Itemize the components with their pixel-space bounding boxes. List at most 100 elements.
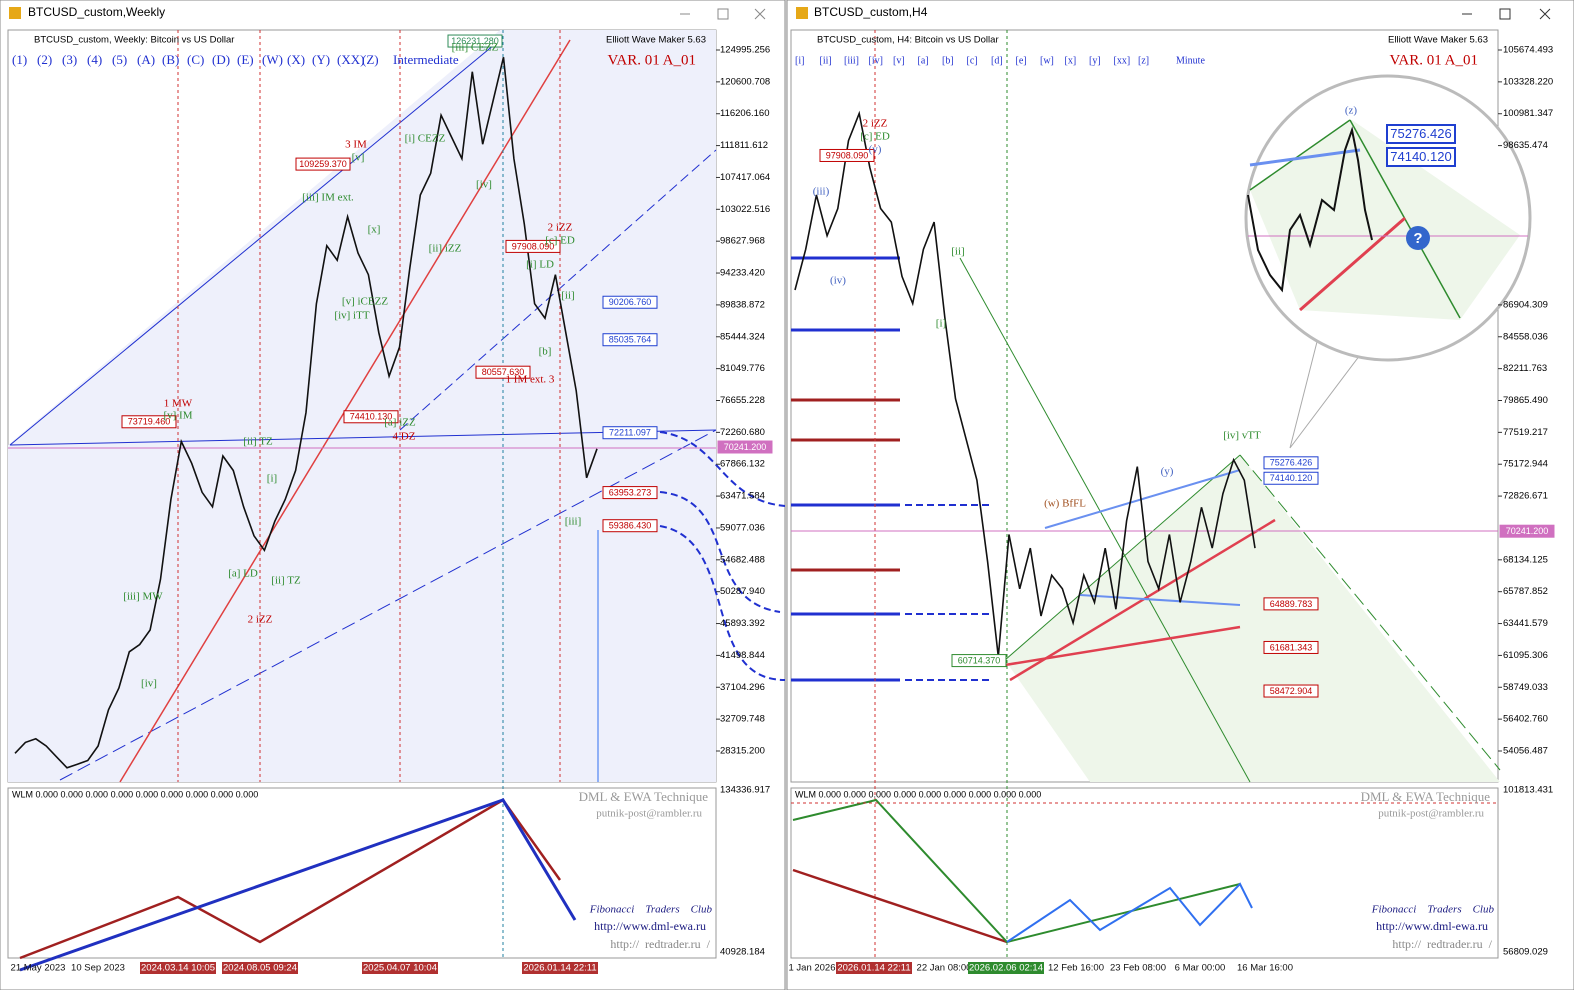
price-label-box — [447, 34, 503, 48]
y-tick-label: 75172.944 — [1503, 459, 1548, 470]
wave-button[interactable]: [z] — [1138, 55, 1149, 66]
wlm-line — [19, 798, 562, 960]
wave-button[interactable]: [ii] — [820, 55, 832, 66]
time-label: 2026.01.14 22:11 — [837, 963, 910, 974]
wave-label: (z) — [1345, 105, 1358, 117]
maximize[interactable] — [717, 8, 729, 20]
price-label: 61681.343 — [1270, 642, 1313, 652]
close[interactable] — [1539, 8, 1551, 20]
time-label-box — [222, 962, 298, 974]
bubble-label-box — [1386, 124, 1456, 144]
watermark: http:// redtrader.ru / — [610, 937, 710, 951]
wave-button[interactable]: (2) — [37, 52, 52, 67]
wave-button[interactable]: [v] — [893, 55, 905, 66]
y-tick-label: 61095.306 — [1503, 650, 1548, 661]
wave-button[interactable]: (W) — [262, 52, 283, 67]
ewm-label: Elliott Wave Maker 5.63 — [1388, 35, 1488, 46]
arrow — [659, 491, 781, 613]
y-tick-label: 100981.347 — [1503, 108, 1553, 119]
wave-button[interactable]: (XX) — [337, 52, 364, 67]
drawings: ? — [8, 30, 1532, 972]
wave-label: [ii] — [951, 246, 964, 258]
wave-button[interactable]: (Y) — [312, 52, 330, 67]
wave-button[interactable]: (E) — [237, 52, 254, 67]
wave-button[interactable]: (A) — [137, 52, 155, 67]
price-label-box — [1263, 640, 1319, 654]
wave-label: [c] ED — [545, 235, 575, 247]
trend-line — [59, 429, 717, 781]
wave-button[interactable]: [xx] — [1114, 55, 1131, 66]
wave-label: [iii] IM ext. — [302, 192, 354, 204]
price-label-box — [295, 157, 351, 171]
y-tick-label: 84558.036 — [1503, 331, 1548, 342]
wave-button[interactable]: [iii] — [844, 55, 859, 66]
pitchfork — [1239, 454, 1501, 771]
wave-button[interactable]: [d] — [991, 55, 1003, 66]
pitchfork-shade — [1005, 455, 1500, 782]
wave-label: [v] — [352, 152, 365, 164]
wave-label: [a] iZZ — [384, 417, 416, 429]
y-tick-label: 56402.760 — [1503, 714, 1548, 725]
wave-label: [iii] CEZZ — [452, 42, 499, 54]
price-label: 126231.280 — [451, 36, 499, 46]
wave-button[interactable]: [e] — [1016, 55, 1027, 66]
wave-button[interactable]: [iv] — [869, 55, 883, 66]
wave-label: (y) — [1161, 466, 1174, 478]
chart-header: BTCUSD_custom, Weekly: Bitcoin vs US Dol… — [34, 35, 234, 46]
y-tick-label: 54682.488 — [720, 554, 765, 565]
wave-label: 1 IM ext. 3 — [506, 374, 555, 386]
wave-label: (w) BfFL — [1044, 498, 1086, 510]
wave-button[interactable]: [c] — [967, 55, 978, 66]
price-label-box — [1263, 456, 1319, 470]
y-tick-label: 98635.474 — [1503, 140, 1548, 151]
wave-button[interactable]: [x] — [1065, 55, 1077, 66]
wlm-line — [792, 868, 1008, 944]
wave-button[interactable]: (3) — [62, 52, 77, 67]
wave-label: [ii] TZ — [271, 575, 301, 587]
variant-label: VAR. 01 A_01 — [608, 52, 697, 68]
time-label: 21 May 2023 — [11, 963, 66, 974]
wave-label: [iv] — [476, 179, 492, 191]
left-indicator-pane — [7, 787, 717, 959]
price-label: 60714.370 — [958, 655, 1001, 665]
wave-label: [iv] — [141, 678, 157, 690]
time-label: 22 Jan 08:00 — [917, 963, 972, 974]
wave-button[interactable]: [a] — [918, 55, 929, 66]
y-tick-label: 32709.748 — [720, 714, 765, 725]
watermark: http:// redtrader.ru / — [1392, 937, 1492, 951]
wave-button[interactable]: (B) — [162, 52, 179, 67]
wave-button[interactable]: (5) — [112, 52, 127, 67]
wave-label: [b] — [539, 346, 552, 358]
channel — [1044, 469, 1241, 529]
wave-button[interactable]: (Z) — [362, 52, 379, 67]
wave-button[interactable]: [y] — [1089, 55, 1101, 66]
price-label: 90206.760 — [609, 297, 652, 307]
wave-button[interactable]: (D) — [212, 52, 230, 67]
price-label-box — [819, 148, 875, 162]
wave-button[interactable]: [i] — [795, 55, 804, 66]
left-titlebar — [1, 1, 784, 27]
y-tick-label: 79865.490 — [1503, 395, 1548, 406]
price-label-box — [602, 333, 658, 347]
wave-button[interactable]: [w] — [1040, 55, 1054, 66]
wave-label: [ii] iZZ — [429, 243, 462, 255]
time-label: 2024.03.14 10:05 — [141, 963, 215, 974]
time-label: 1 Jan 2026 — [788, 963, 835, 974]
price-label-box — [505, 239, 561, 253]
help-icon[interactable] — [1406, 226, 1430, 250]
close[interactable] — [754, 8, 766, 20]
wave-button[interactable]: (1) — [12, 52, 27, 67]
watermark: putnik-post@rambler.ru — [596, 808, 702, 820]
maximize[interactable] — [1499, 8, 1511, 20]
y-tick-label: 63471.584 — [720, 491, 765, 502]
y-tick-label: 67866.132 — [720, 459, 765, 470]
wave-button[interactable]: (C) — [187, 52, 204, 67]
wave-button[interactable]: [b] — [942, 55, 954, 66]
wave-button[interactable]: (4) — [87, 52, 102, 67]
bubble-label-box — [1386, 147, 1456, 167]
wave-label: 1 MW — [164, 398, 193, 410]
wave-button[interactable]: (X) — [287, 52, 305, 67]
time-label: 12 Feb 16:00 — [1048, 963, 1104, 974]
wave-label: [v] iCEZZ — [342, 296, 388, 308]
wave-label: 4 DZ — [393, 431, 416, 443]
